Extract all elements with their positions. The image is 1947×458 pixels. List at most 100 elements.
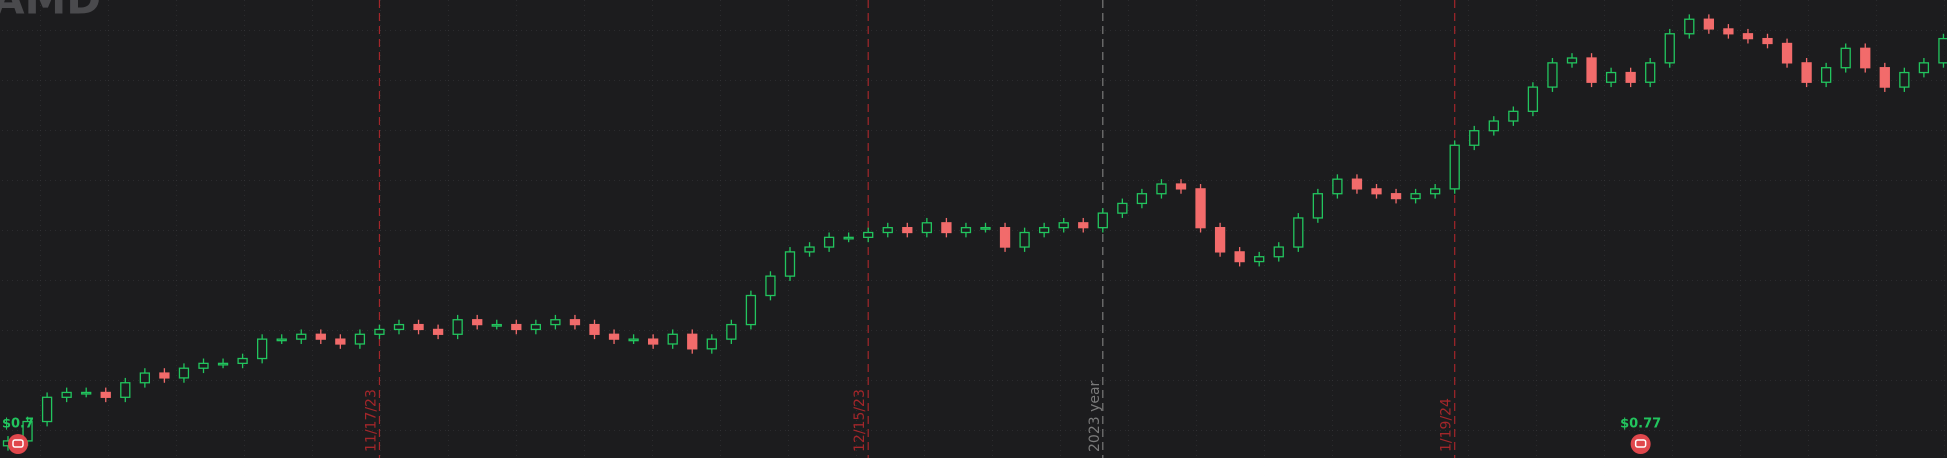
- candle-body: [1703, 18, 1714, 30]
- candle-body: [823, 236, 835, 248]
- candle-body: [1723, 28, 1734, 35]
- candle-body: [882, 227, 893, 234]
- candle-body: [1488, 120, 1499, 132]
- candle-body: [667, 333, 678, 345]
- candle-body: [159, 372, 170, 379]
- candle-body: [335, 338, 346, 345]
- candle-body: [1234, 251, 1245, 263]
- candle-body: [1195, 188, 1206, 229]
- candle-body: [1586, 57, 1597, 83]
- candle-body: [1390, 193, 1402, 200]
- candle-body: [1430, 188, 1441, 195]
- candle-body: [1351, 178, 1363, 190]
- candle-body: [550, 319, 561, 326]
- candle-body: [1625, 71, 1636, 83]
- candle-body: [491, 323, 502, 327]
- candle-body: [296, 333, 307, 340]
- candle-body: [1078, 222, 1089, 229]
- candle-body: [726, 323, 737, 340]
- candle-body: [276, 338, 287, 342]
- candle-body: [61, 391, 72, 398]
- candle-body: [120, 382, 131, 398]
- candle-body: [413, 323, 424, 331]
- candle-body: [100, 391, 111, 398]
- candle-body: [1156, 183, 1167, 195]
- candle-body: [628, 338, 639, 342]
- candle-body: [1332, 178, 1343, 195]
- candle-body: [1273, 246, 1284, 258]
- event-marker: [8, 434, 28, 454]
- candle-body: [1214, 227, 1226, 253]
- event-label: $0.7: [2, 417, 34, 432]
- candle-body: [1527, 86, 1539, 112]
- candle-body: [1097, 212, 1108, 229]
- candle-body: [1840, 47, 1851, 69]
- candle-body: [1605, 71, 1617, 83]
- candle-body: [1547, 62, 1558, 88]
- candle-body: [139, 372, 151, 384]
- candle-body: [1019, 231, 1030, 248]
- event-marker: [1630, 434, 1651, 454]
- candle-body: [1762, 37, 1773, 45]
- candle-body: [511, 323, 522, 331]
- date-label: 11/17/23: [363, 389, 379, 452]
- candle-body: [1781, 42, 1793, 64]
- date-label: 2023 year: [1087, 380, 1103, 452]
- candle-body: [237, 357, 248, 365]
- candle-body: [1918, 62, 1930, 74]
- candle-body: [784, 251, 796, 277]
- candle-body: [22, 420, 33, 442]
- candle-body: [1879, 67, 1890, 88]
- candle-body: [1508, 110, 1519, 122]
- candle-body: [315, 333, 326, 340]
- event-icon: [1634, 439, 1647, 448]
- candle-body: [804, 246, 815, 253]
- candle-body: [687, 333, 698, 350]
- candle-body: [706, 338, 717, 350]
- candle-body: [1938, 37, 1947, 64]
- candle-body: [1899, 71, 1910, 88]
- candle-body: [452, 319, 463, 335]
- candle-body: [843, 236, 854, 240]
- candle-body: [81, 391, 92, 395]
- candle-body: [1293, 217, 1304, 248]
- candle-body: [960, 227, 972, 234]
- candle-body: [198, 362, 209, 369]
- candle-body: [41, 396, 53, 423]
- candle-body: [745, 294, 757, 326]
- logo: AMD: [0, 0, 101, 24]
- candle-body: [1039, 227, 1050, 234]
- candle-body: [1742, 33, 1754, 40]
- candle-body: [530, 323, 541, 331]
- candle-body: [1117, 202, 1128, 214]
- candle-body: [1410, 193, 1421, 200]
- date-label: 12/15/23: [852, 389, 868, 452]
- candle-body: [863, 231, 874, 238]
- candle-body: [178, 367, 190, 379]
- date-label: 1/19/24: [1439, 398, 1455, 452]
- candle-body: [1469, 130, 1480, 146]
- candle-body: [1449, 144, 1460, 190]
- event-icon: [12, 439, 24, 448]
- candle-body: [1566, 57, 1578, 64]
- candle-body: [1254, 256, 1265, 263]
- candle-body: [999, 227, 1011, 248]
- candle-body: [1801, 62, 1812, 83]
- candle-body: [1821, 67, 1832, 83]
- candle-body: [374, 328, 385, 335]
- candle-body: [354, 333, 366, 345]
- candle-body: [902, 227, 913, 234]
- candle-body: [608, 333, 620, 340]
- candle-body: [765, 275, 776, 297]
- candle-body: [1860, 47, 1871, 69]
- candle-body: [941, 222, 952, 234]
- candle-body: [217, 362, 229, 366]
- candle-body: [1371, 188, 1382, 195]
- candle-body: [1684, 18, 1695, 35]
- candle-body: [393, 323, 405, 331]
- candle-body: [1312, 193, 1323, 219]
- candle-body: [472, 319, 483, 326]
